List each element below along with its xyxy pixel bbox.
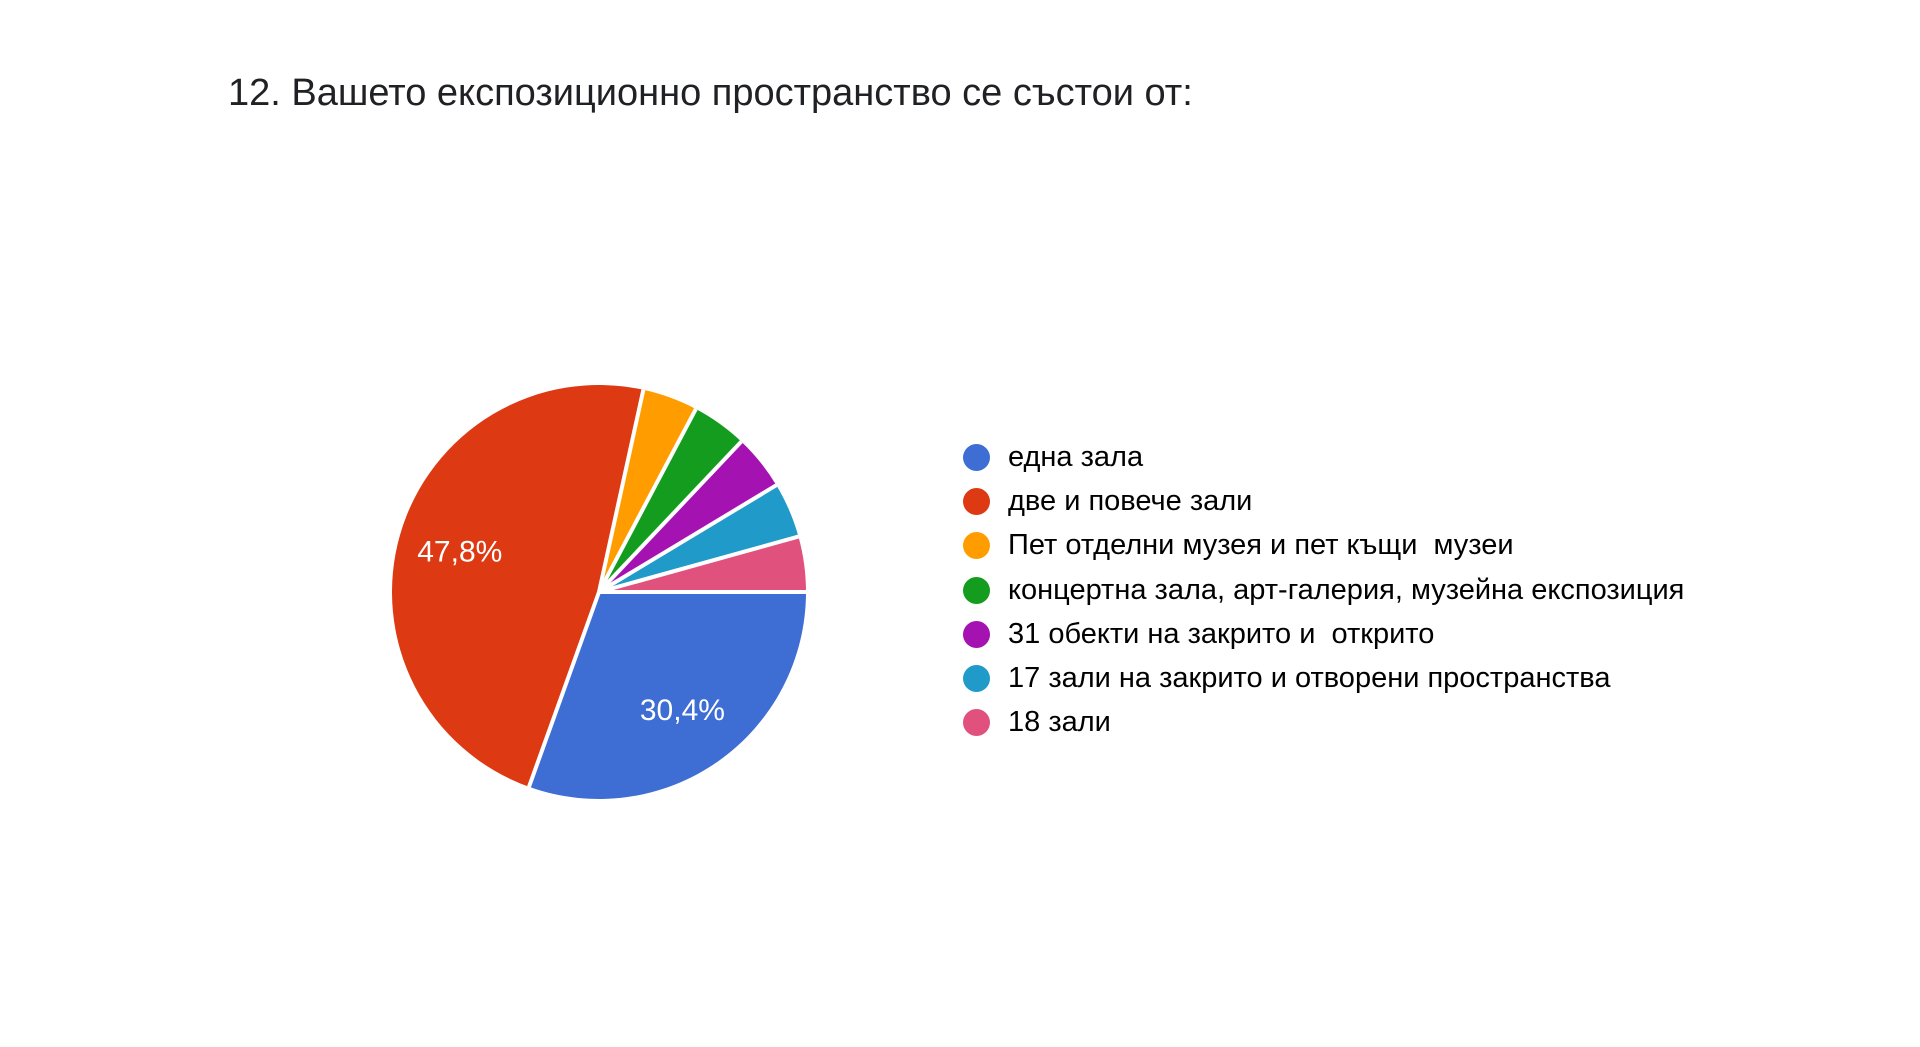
legend-item-label: 18 зали <box>1008 706 1111 739</box>
legend-color-dot <box>963 532 990 560</box>
legend-item: две и повече зали <box>963 479 1684 523</box>
legend-color-dot <box>963 620 990 648</box>
legend-item-label: две и повече зали <box>1008 484 1253 517</box>
legend-item: 17 зали на закрито и отворени пространст… <box>963 656 1684 700</box>
slice-separator <box>597 440 743 594</box>
legend-item: 18 зали <box>963 701 1684 745</box>
legend-color-dot <box>963 665 990 693</box>
legend-item: концертна зала, арт-галерия, музейна екс… <box>963 568 1684 612</box>
pie-slice-label: 30,4% <box>640 694 725 727</box>
slice-separator <box>597 389 646 593</box>
chart-title: 12. Вашето експозиционно пространство се… <box>228 72 1193 114</box>
pie-slice <box>599 389 696 592</box>
legend-color-dot <box>963 709 990 737</box>
pie-slice-label: 47,8% <box>417 535 502 568</box>
legend-item-label: една зала <box>1008 440 1144 473</box>
pie-slice <box>599 441 777 592</box>
slice-separator <box>527 591 601 788</box>
legend-color-dot <box>963 576 990 604</box>
legend-item-label: 31 обекти на закрито и открито <box>1008 617 1435 650</box>
pie-slice <box>528 592 806 799</box>
slice-separator <box>598 534 799 594</box>
legend-item-label: Пет отделни музея и пет къщи музеи <box>1008 529 1514 562</box>
pie-slice <box>599 409 742 592</box>
legend-item: една зала <box>963 435 1684 479</box>
legend-item: Пет отделни музея и пет къщи музеи <box>963 524 1684 568</box>
legend-item-label: 17 зали на закрито и отворени пространст… <box>1008 662 1611 695</box>
pie-slice <box>599 485 799 592</box>
pie-slice <box>392 385 644 787</box>
pie-svg: 30,4% 47,8% <box>392 385 806 799</box>
legend-color-dot <box>963 487 990 515</box>
slice-separator <box>597 483 778 594</box>
pie-chart: 30,4% 47,8% <box>392 385 806 799</box>
legend-color-dot <box>963 443 990 471</box>
slice-separator <box>597 408 698 593</box>
legend-item-label: концертна зала, арт-галерия, музейна екс… <box>1008 573 1685 606</box>
legend-item: 31 обекти на закрито и открито <box>963 612 1684 656</box>
chart-legend: една зала две и повече зали Пет отделни му… <box>963 435 1684 745</box>
